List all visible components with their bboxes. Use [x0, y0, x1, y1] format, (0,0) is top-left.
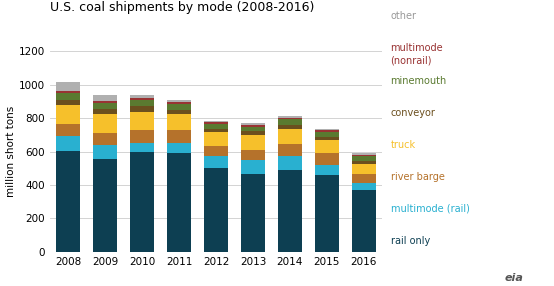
- Bar: [167, 130, 191, 142]
- Text: minemouth: minemouth: [391, 76, 447, 86]
- Bar: [93, 109, 117, 114]
- Text: U.S. coal shipments by mode (2008-2016): U.S. coal shipments by mode (2008-2016): [50, 1, 314, 14]
- Bar: [278, 119, 302, 125]
- Bar: [352, 174, 376, 183]
- Bar: [352, 153, 376, 155]
- Bar: [130, 112, 154, 130]
- Bar: [352, 156, 376, 161]
- Text: river barge: river barge: [391, 172, 444, 182]
- Bar: [241, 150, 265, 160]
- Bar: [93, 95, 117, 101]
- Bar: [241, 174, 265, 252]
- Bar: [204, 121, 228, 122]
- Bar: [167, 100, 191, 102]
- Bar: [278, 156, 302, 170]
- Bar: [204, 124, 228, 129]
- Bar: [57, 151, 80, 252]
- Bar: [57, 82, 80, 91]
- Bar: [93, 133, 117, 145]
- Bar: [130, 130, 154, 143]
- Bar: [352, 155, 376, 156]
- Bar: [315, 165, 339, 175]
- Bar: [57, 91, 80, 93]
- Bar: [278, 116, 302, 118]
- Text: conveyor: conveyor: [391, 108, 435, 118]
- Bar: [241, 126, 265, 131]
- Bar: [130, 143, 154, 152]
- Bar: [204, 129, 228, 132]
- Text: million short tons: million short tons: [6, 106, 16, 197]
- Bar: [204, 146, 228, 156]
- Bar: [93, 145, 117, 159]
- Text: eia: eia: [504, 273, 523, 283]
- Text: multimode (rail): multimode (rail): [391, 204, 469, 214]
- Bar: [315, 130, 339, 132]
- Bar: [278, 144, 302, 156]
- Bar: [93, 114, 117, 133]
- Bar: [167, 104, 191, 110]
- Bar: [315, 137, 339, 140]
- Bar: [57, 124, 80, 136]
- Bar: [315, 140, 339, 153]
- Bar: [93, 103, 117, 109]
- Bar: [315, 132, 339, 137]
- Bar: [241, 123, 265, 125]
- Text: multimode
(nonrail): multimode (nonrail): [391, 43, 443, 65]
- Bar: [241, 160, 265, 174]
- Bar: [278, 170, 302, 252]
- Bar: [57, 136, 80, 151]
- Bar: [204, 132, 228, 146]
- Bar: [130, 95, 154, 98]
- Bar: [204, 168, 228, 252]
- Bar: [204, 122, 228, 124]
- Bar: [130, 106, 154, 112]
- Bar: [352, 183, 376, 190]
- Bar: [57, 105, 80, 124]
- Bar: [204, 156, 228, 168]
- Bar: [167, 153, 191, 252]
- Bar: [352, 164, 376, 174]
- Bar: [241, 135, 265, 150]
- Bar: [315, 129, 339, 130]
- Bar: [93, 159, 117, 252]
- Bar: [167, 142, 191, 153]
- Bar: [352, 190, 376, 252]
- Bar: [130, 152, 154, 252]
- Bar: [315, 153, 339, 164]
- Bar: [278, 118, 302, 119]
- Bar: [241, 125, 265, 126]
- Bar: [93, 101, 117, 103]
- Bar: [167, 114, 191, 130]
- Bar: [130, 98, 154, 100]
- Text: other: other: [391, 11, 417, 21]
- Text: rail only: rail only: [391, 236, 430, 246]
- Bar: [315, 175, 339, 252]
- Text: truck: truck: [391, 140, 416, 150]
- Bar: [278, 129, 302, 144]
- Bar: [352, 161, 376, 164]
- Bar: [57, 100, 80, 105]
- Bar: [167, 102, 191, 104]
- Bar: [241, 131, 265, 135]
- Bar: [130, 100, 154, 106]
- Bar: [57, 93, 80, 100]
- Bar: [278, 125, 302, 129]
- Bar: [167, 110, 191, 114]
